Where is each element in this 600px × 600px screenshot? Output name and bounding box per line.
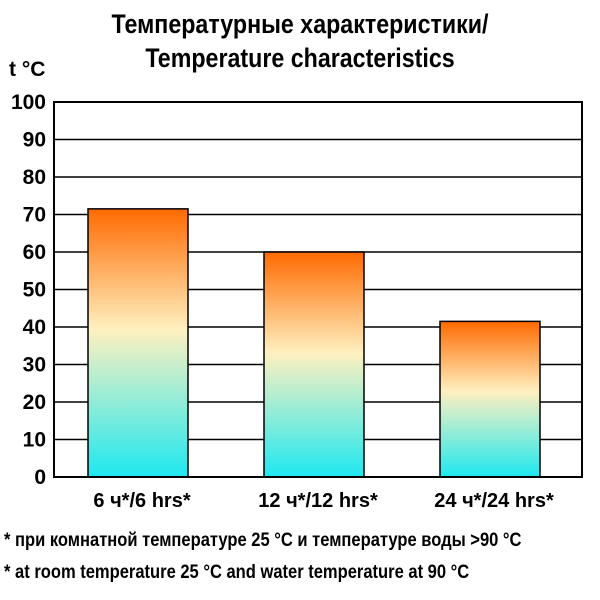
y-tick-label: 100	[11, 91, 46, 114]
bar	[439, 320, 541, 478]
y-axis-unit-label: t °C	[9, 58, 46, 81]
chart-title-en: Temperature characteristics	[145, 43, 455, 73]
x-tick-labels: 6 ч*/6 hrs* 12 ч*/12 hrs* 24 ч*/24 hrs*	[93, 490, 554, 512]
y-tick-label: 0	[34, 466, 46, 489]
bar	[87, 208, 189, 478]
y-tick-label: 10	[23, 429, 46, 452]
y-tick-labels: 0 10 20 30 40 50 60 70 80 90 100	[11, 91, 46, 489]
y-tick-label: 40	[23, 316, 46, 339]
bar	[263, 251, 365, 478]
y-tick-label: 30	[23, 354, 46, 377]
y-tick-label: 20	[23, 391, 46, 414]
footnote-ru: * при комнатной температуре 25 °C и темп…	[4, 530, 522, 551]
bars	[87, 208, 541, 478]
y-tick-label: 90	[23, 129, 46, 152]
plot-frame	[53, 101, 583, 478]
y-tick-label: 50	[23, 279, 46, 302]
x-tick-label: 6 ч*/6 hrs*	[93, 490, 190, 512]
y-tick-label: 70	[23, 204, 46, 227]
footnote-en: * at room temperature 25 °C and water te…	[4, 562, 470, 583]
x-tick-label: 12 ч*/12 hrs*	[258, 490, 378, 512]
x-tick-label: 24 ч*/24 hrs*	[434, 490, 554, 512]
y-tick-label: 80	[23, 166, 46, 189]
chart-title-ru: Температурные характеристики/	[111, 9, 489, 39]
y-tick-label: 60	[23, 241, 46, 264]
